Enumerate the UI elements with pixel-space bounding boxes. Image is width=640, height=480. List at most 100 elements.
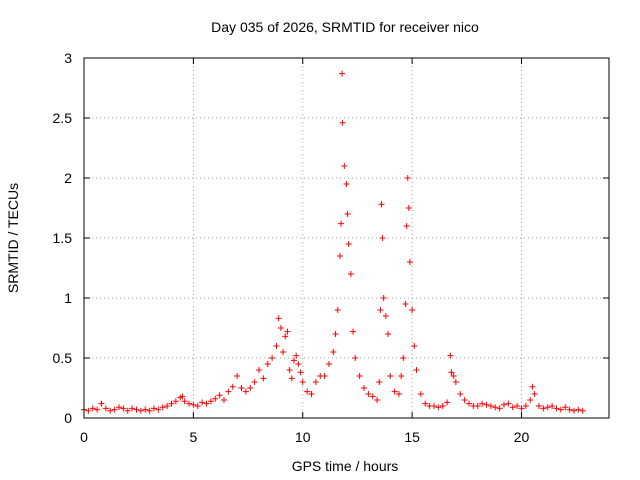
data-point-marker (356, 373, 363, 379)
x-tick-label: 5 (189, 429, 197, 445)
data-point-marker (405, 205, 412, 211)
data-point-marker (549, 403, 556, 409)
x-tick-label: 15 (404, 429, 420, 445)
axis-ticks: 0 5 10 15 20 0 0.5 1 1.5 2 2.5 3 (53, 50, 609, 445)
data-point-marker (403, 223, 410, 229)
y-tick-label: 2 (64, 170, 72, 186)
data-point-marker (509, 404, 516, 411)
data-point-marker (234, 373, 241, 379)
data-point-marker (225, 388, 232, 395)
x-tick-label: 10 (295, 429, 311, 445)
data-point-marker (404, 175, 411, 181)
data-point-marker (457, 391, 464, 397)
data-point-marker (164, 403, 171, 409)
data-point-marker (155, 406, 162, 413)
y-axis-label: SRMTID / TECUs (5, 183, 21, 293)
data-point-marker (365, 391, 372, 397)
data-point-marker (111, 406, 118, 413)
data-point-marker (575, 406, 582, 413)
data-point-marker (273, 343, 280, 349)
data-point-marker (536, 403, 542, 409)
data-point-marker (159, 404, 166, 411)
data-point-marker (286, 367, 293, 373)
data-point-marker (396, 391, 402, 397)
data-point-marker (98, 400, 105, 407)
data-point-marker (492, 404, 499, 411)
data-point-marker (344, 211, 351, 217)
data-point-marker (336, 253, 343, 259)
data-point-marker (326, 361, 332, 367)
data-point-marker (345, 241, 352, 247)
data-point-marker (461, 397, 468, 403)
data-point-marker (347, 271, 354, 277)
data-point-marker (334, 307, 341, 313)
data-point-marker (406, 259, 413, 265)
data-point-marker (85, 407, 92, 414)
data-point-marker (229, 383, 236, 390)
data-point-marker (540, 405, 547, 412)
data-point-marker (179, 393, 186, 400)
data-point-marker (94, 406, 101, 413)
data-point-marker (505, 400, 512, 407)
data-point-marker (291, 357, 297, 364)
data-point-marker (579, 407, 586, 414)
data-point-marker (452, 379, 459, 385)
data-point-marker (146, 407, 153, 414)
data-point-marker (299, 379, 306, 385)
y-tick-label: 0.5 (53, 350, 73, 366)
data-point-marker (448, 369, 455, 376)
data-point-marker (379, 235, 386, 241)
data-point-marker (557, 406, 564, 413)
data-point-marker (151, 405, 157, 412)
data-point-marker (409, 307, 416, 313)
data-point-marker (376, 379, 383, 385)
data-point-marker (450, 373, 457, 379)
data-point-marker (203, 400, 210, 407)
data-point-marker (350, 328, 357, 335)
data-point-marker (216, 392, 223, 399)
data-point-marker (518, 405, 525, 412)
data-point-marker (338, 220, 345, 227)
data-point-marker (374, 397, 381, 403)
data-point-marker (168, 400, 175, 407)
data-point-marker (242, 388, 249, 395)
data-point-marker (260, 375, 267, 382)
data-point-marker (496, 405, 503, 412)
data-point-marker (264, 361, 271, 367)
data-point-marker (413, 367, 420, 373)
data-point-marker (339, 70, 346, 77)
data-point-marker (269, 355, 276, 361)
data-point-marker (447, 352, 454, 359)
data-point-marker (282, 333, 289, 340)
data-point-marker (411, 343, 418, 349)
data-point-marker (295, 361, 302, 367)
data-point-marker (474, 403, 481, 409)
data-point-marker (221, 397, 227, 403)
data-point-marker (238, 385, 245, 391)
data-point-marker (339, 119, 346, 126)
data-point-marker (380, 295, 387, 301)
data-point-marker (571, 407, 577, 414)
data-point-marker (431, 403, 437, 409)
data-point-marker (277, 325, 284, 331)
data-point-marker (256, 367, 262, 373)
data-point-marker (212, 395, 219, 402)
data-point-marker (562, 404, 569, 411)
data-point-marker (207, 398, 214, 405)
data-point-marker (181, 398, 188, 405)
data-point-marker (293, 352, 300, 359)
data-point-marker (341, 163, 348, 169)
data-point-marker (514, 403, 521, 409)
data-point-marker (382, 313, 389, 319)
data-point-marker (194, 403, 201, 409)
data-point-marker (321, 373, 328, 379)
data-point-marker (391, 388, 398, 395)
data-point-marker (369, 393, 376, 400)
data-points (81, 70, 586, 414)
data-point-marker (343, 181, 350, 187)
data-point-marker (544, 404, 551, 411)
data-point-marker (487, 403, 494, 409)
data-point-marker (361, 385, 367, 391)
grid-lines (84, 58, 609, 418)
